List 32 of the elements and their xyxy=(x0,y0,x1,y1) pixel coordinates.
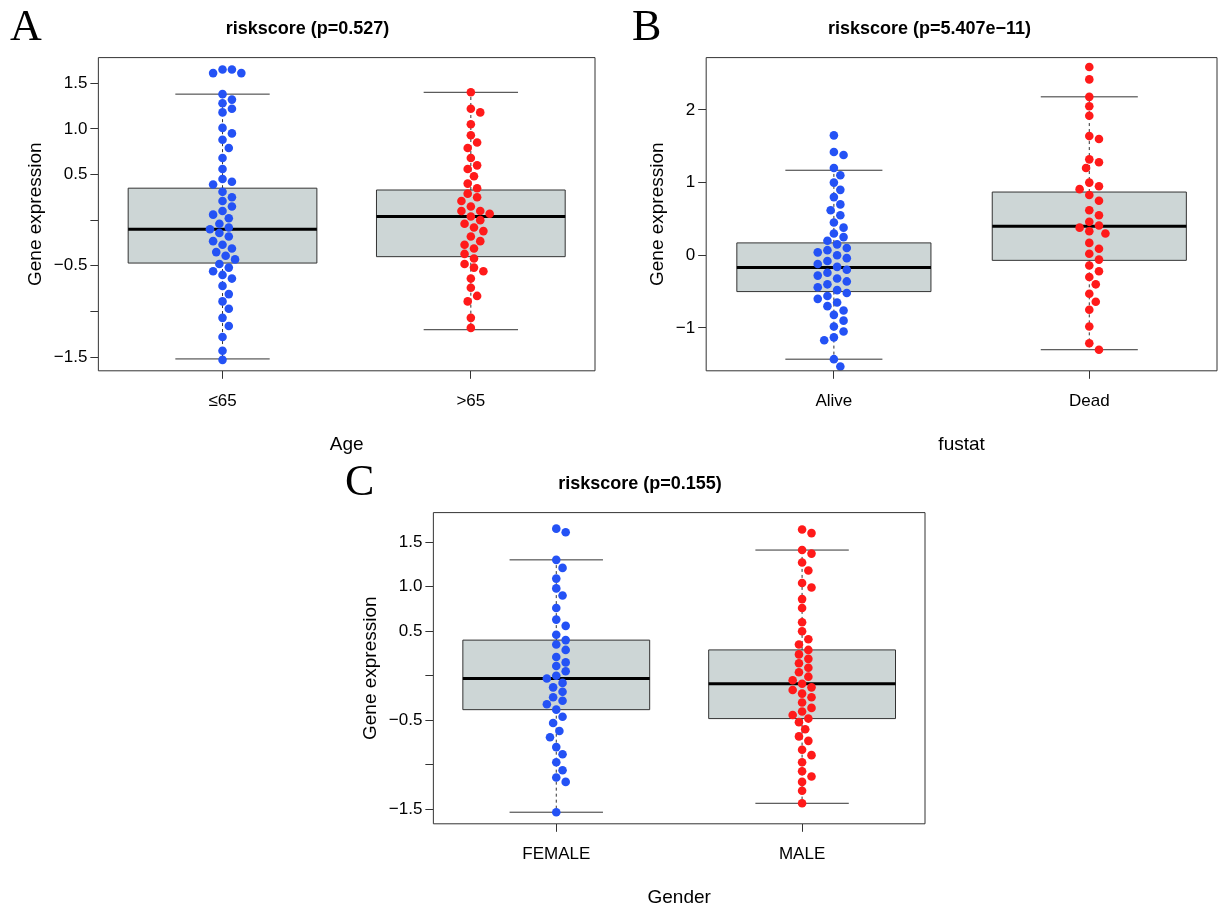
y-tick-label: 0.5 xyxy=(63,164,88,184)
y-axis-title: Gene expression xyxy=(645,142,667,287)
x-axis-title: fustat xyxy=(938,432,986,454)
chart-title: riskscore (p=0.155) xyxy=(558,472,722,493)
y-tick-label: 0 xyxy=(685,244,696,264)
chart-title: riskscore (p=0.527) xyxy=(225,17,390,38)
x-tick-label: Alive xyxy=(815,390,853,410)
y-tick-label: 1.5 xyxy=(63,72,88,92)
y-axis-title: Gene expression xyxy=(23,142,45,287)
y-tick-label: −1.5 xyxy=(388,799,423,819)
y-tick-label: 1.5 xyxy=(398,531,423,551)
y-tick-label: 1 xyxy=(685,172,696,192)
chart-title: riskscore (p=5.407e−11) xyxy=(827,17,1032,38)
y-tick-label: −1 xyxy=(675,317,696,337)
x-axis-title: Age xyxy=(329,432,364,454)
y-tick-label: 1.0 xyxy=(398,576,423,596)
y-tick-label: 1.0 xyxy=(63,118,88,138)
y-tick-label: −0.5 xyxy=(388,710,423,730)
text: C xyxy=(345,456,375,505)
x-tick-label: >65 xyxy=(456,390,486,410)
y-tick-label: 2 xyxy=(685,99,696,119)
y-axis-title: Gene expression xyxy=(358,596,380,741)
x-tick-label: Dead xyxy=(1068,390,1110,410)
y-tick-label: 0.5 xyxy=(398,620,423,640)
y-tick-label: −1.5 xyxy=(53,346,88,366)
x-tick-label: ≤65 xyxy=(208,390,237,410)
text: A xyxy=(10,1,42,50)
y-tick-label: −0.5 xyxy=(53,255,88,275)
x-tick-label: MALE xyxy=(778,843,826,863)
text: B xyxy=(632,1,662,50)
x-axis-title: Gender xyxy=(647,885,712,907)
x-tick-label: FEMALE xyxy=(522,843,591,863)
